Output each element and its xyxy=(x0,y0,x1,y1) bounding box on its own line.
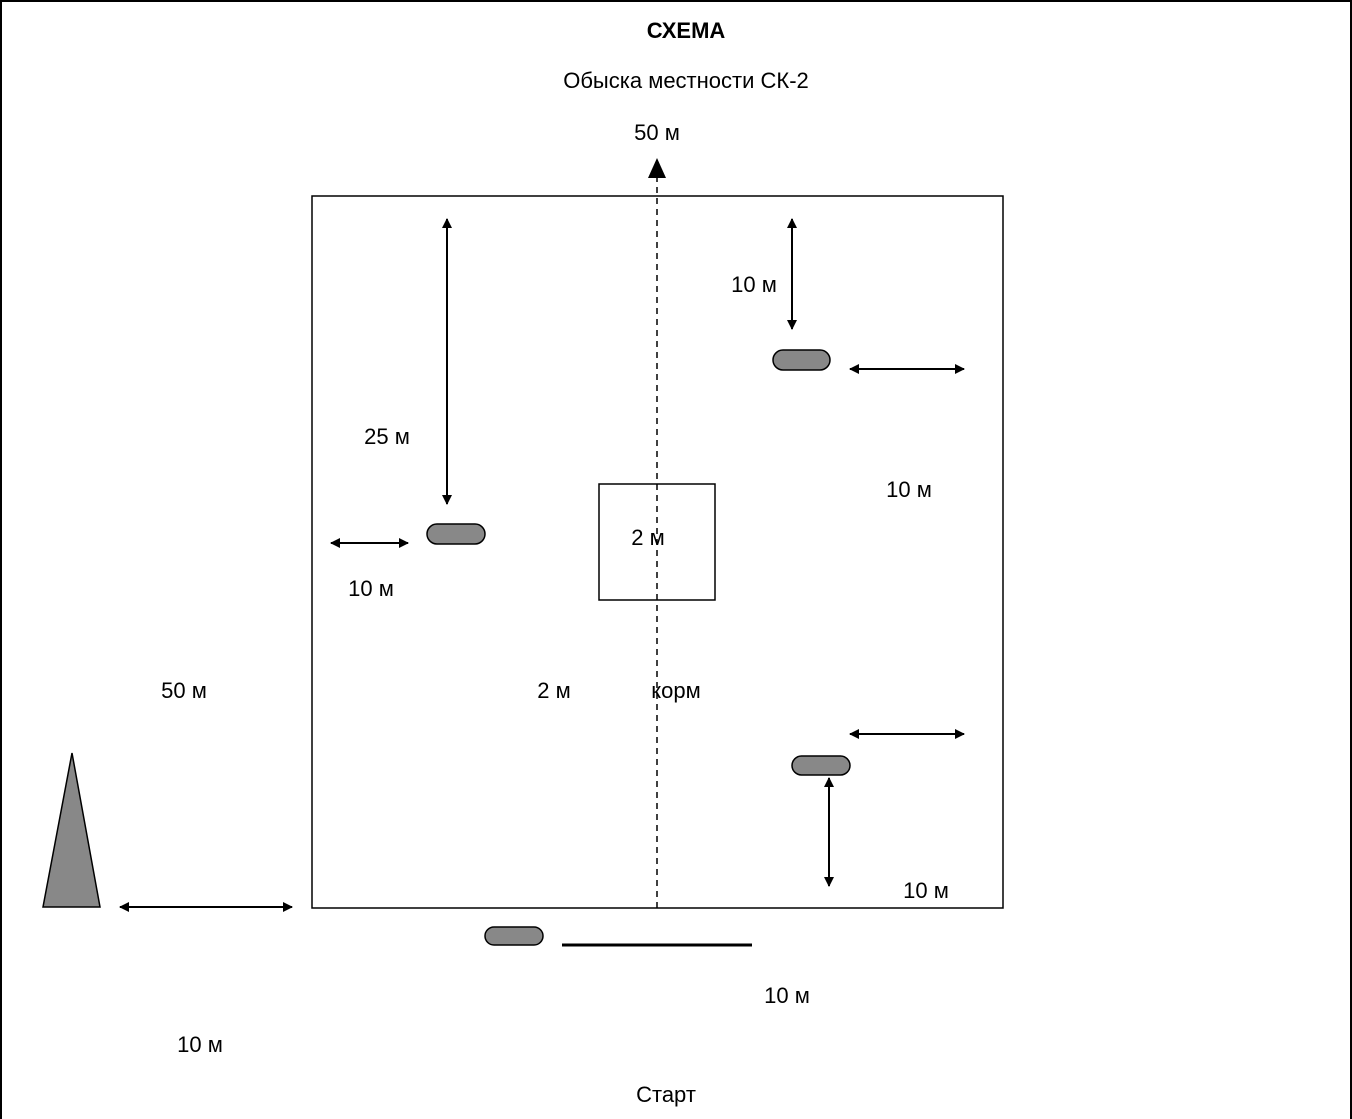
feed-square xyxy=(598,483,716,601)
label-bottom-left-10m: 10 м xyxy=(177,1032,223,1057)
label-top-50m: 50 м xyxy=(634,120,680,145)
label-start: Старт xyxy=(636,1082,696,1107)
object-start xyxy=(484,926,544,946)
path-arrowhead xyxy=(648,158,666,178)
object-bottom-right xyxy=(791,755,851,776)
label-bottom-10m: 10 м xyxy=(764,983,810,1008)
object-left xyxy=(426,523,486,545)
label-bottom-right-10m: 10 м xyxy=(903,878,949,903)
label-top-right-10m: 10 м xyxy=(731,272,777,297)
label-left-50m: 50 м xyxy=(161,678,207,703)
label-lower-2m: 2 м xyxy=(537,678,570,703)
object-top-right xyxy=(772,349,831,371)
label-feed: корм xyxy=(651,678,700,703)
label-25m: 25 м xyxy=(364,424,410,449)
scheme-subtitle: Обыска местности СК-2 xyxy=(563,68,809,93)
label-left-10m-arrow: 10 м xyxy=(348,576,394,601)
scheme-title: СХЕМА xyxy=(647,18,726,43)
label-center-2m: 2 м xyxy=(631,525,664,550)
landmark-triangle xyxy=(42,752,101,908)
label-right-mid-10m: 10 м xyxy=(886,477,932,502)
